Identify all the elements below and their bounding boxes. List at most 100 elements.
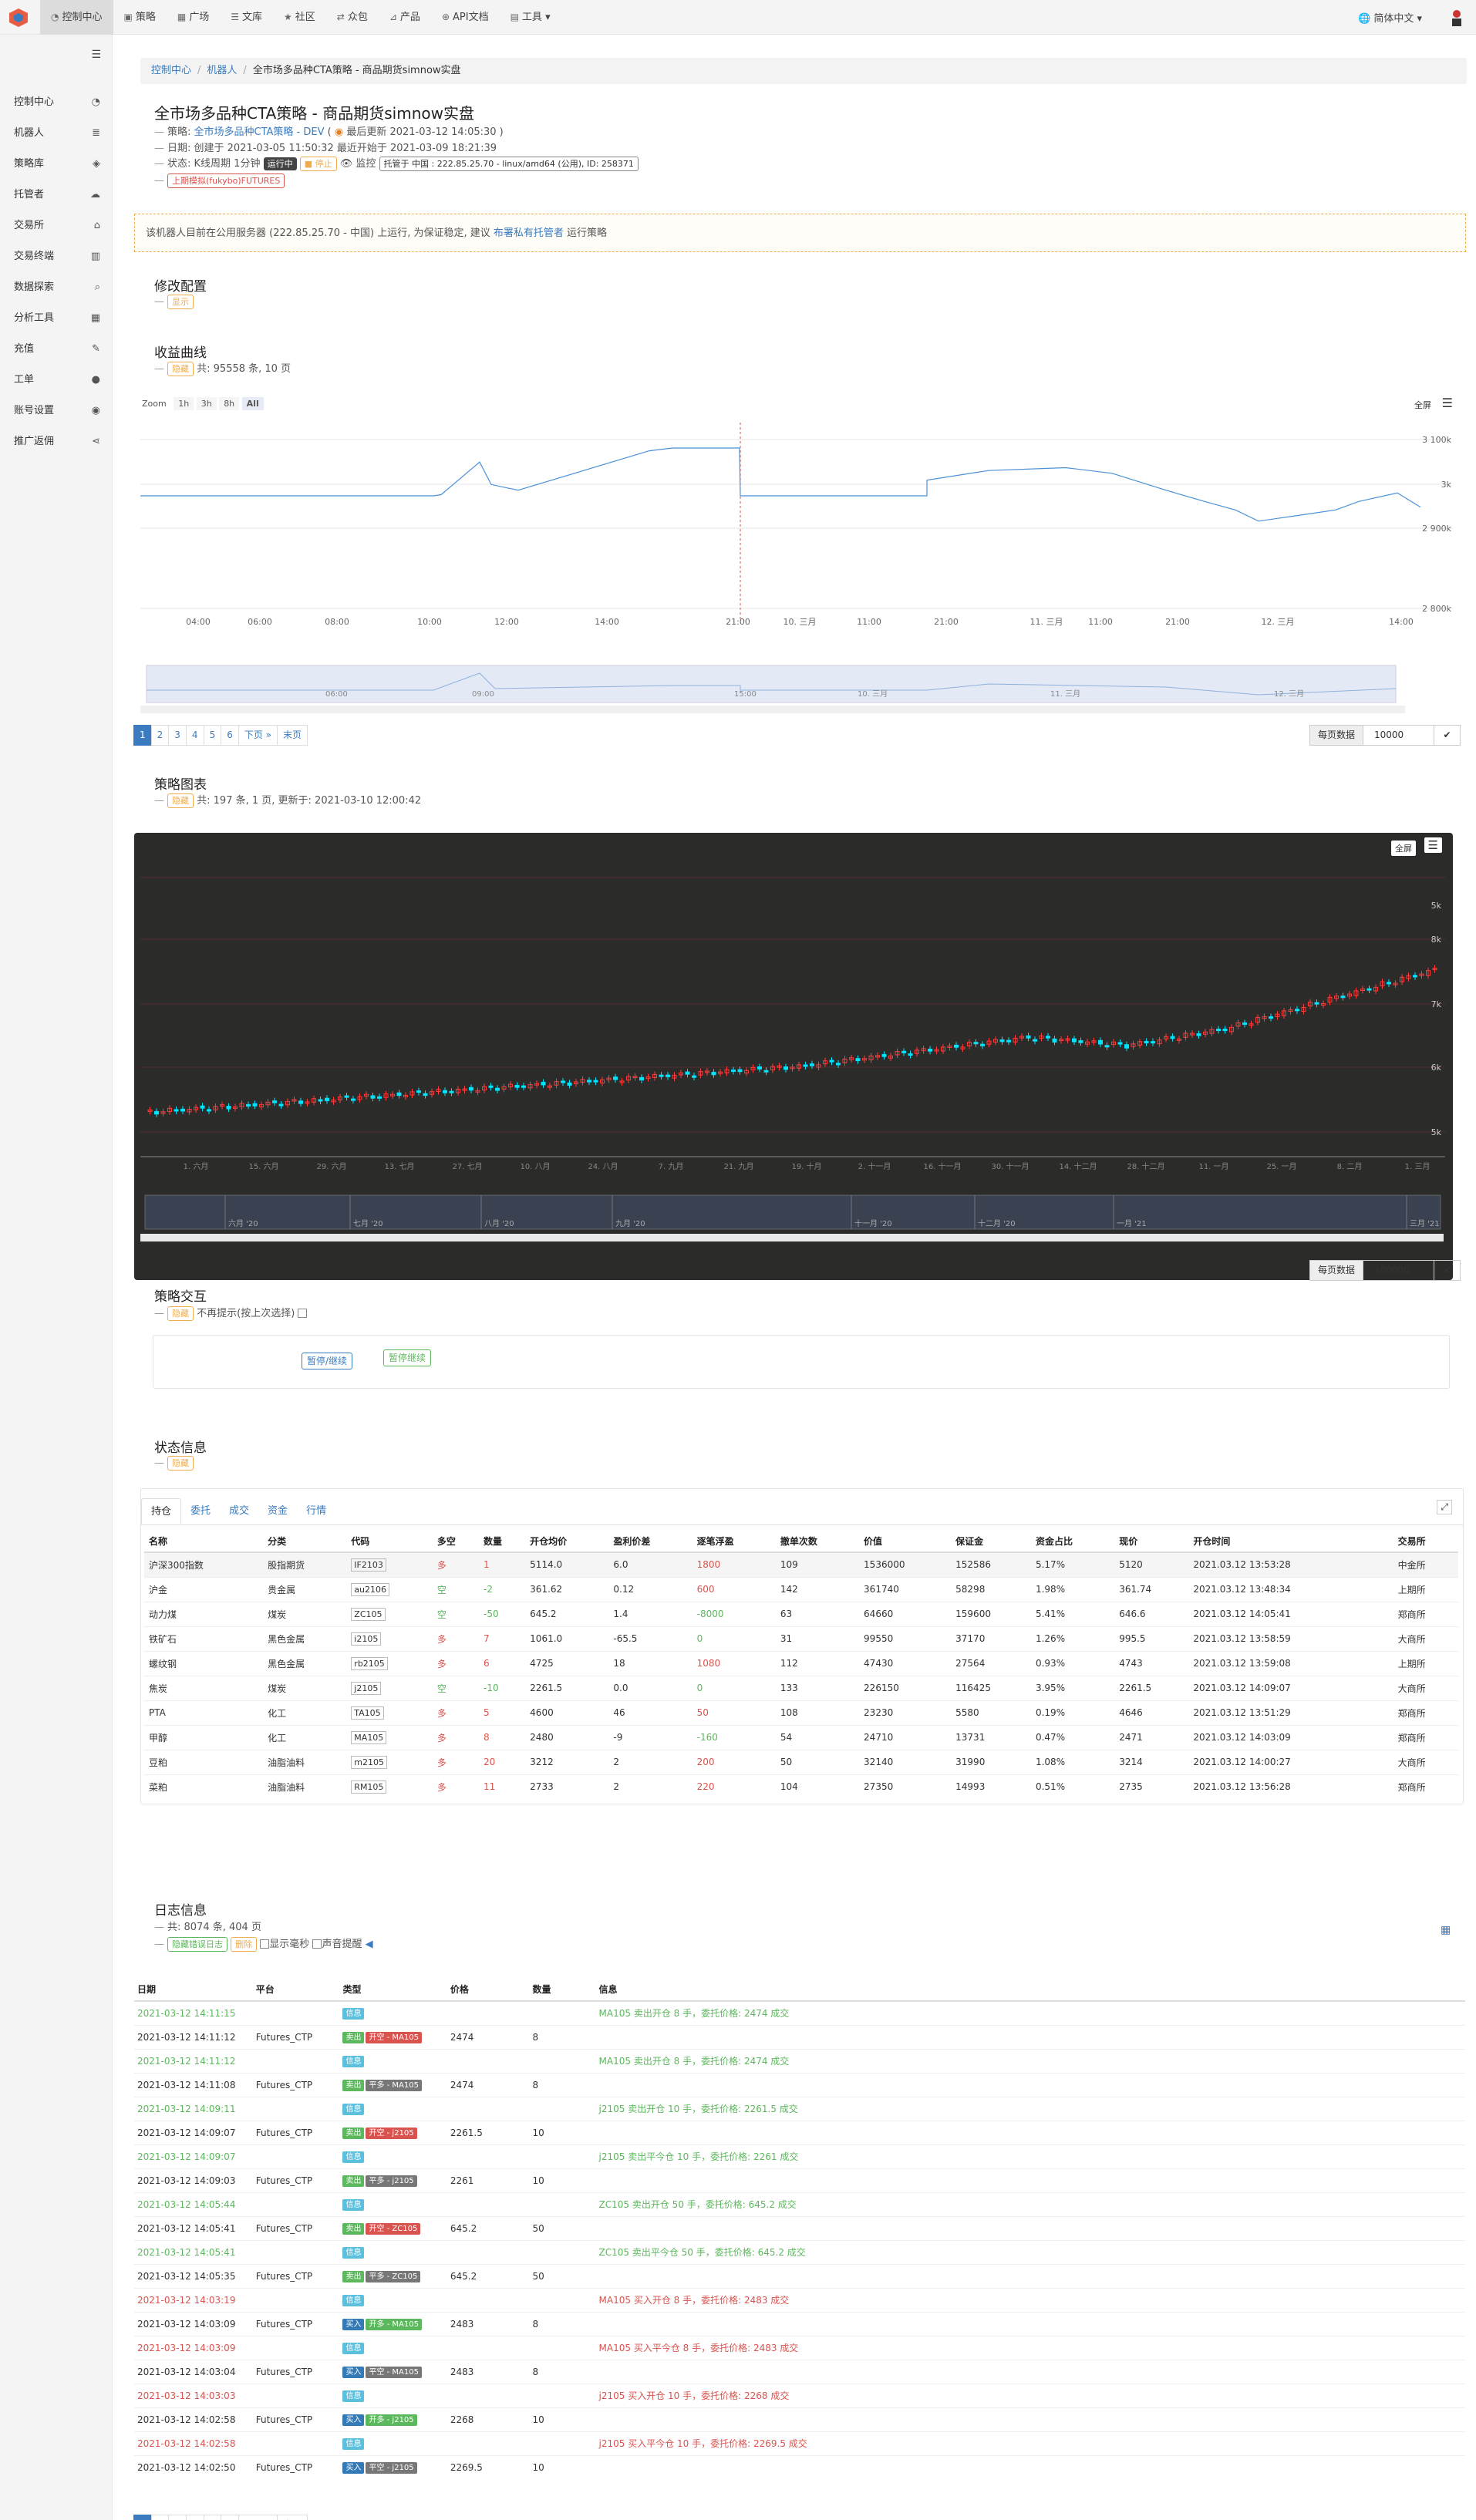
sidebar-item-10[interactable]: 账号设置 ◉ [0, 396, 113, 426]
sidebar-item-5[interactable]: 交易终端 ▥ [0, 241, 113, 272]
tab-3[interactable]: 资金 [268, 1505, 288, 1517]
per-page-confirm-icon[interactable]: ✔ [1434, 1260, 1461, 1281]
delete-log-button[interactable]: 删除 [231, 1937, 258, 1952]
column-header[interactable]: 名称 [144, 1531, 264, 1553]
breadcrumb-home[interactable]: 控制中心 [151, 65, 192, 76]
nav-item-7[interactable]: ⊕ API文档 [431, 0, 500, 35]
logo-icon[interactable] [8, 8, 29, 28]
column-header[interactable]: 价值 [859, 1531, 952, 1553]
page-link-5[interactable]: 6 [221, 725, 239, 746]
per-page-input[interactable]: 100000 [1363, 1260, 1435, 1281]
hide-error-log-button[interactable]: 隐藏错误日志 [167, 1937, 227, 1952]
navigator-window[interactable] [146, 665, 1397, 703]
strategy-link[interactable]: 全市场多品种CTA策略 - DEV [194, 126, 325, 138]
sidebar-item-6[interactable]: 数据探索 ⌕ [0, 272, 113, 303]
page-link-1[interactable]: 2 [150, 2515, 170, 2520]
zoom-all[interactable]: All [241, 397, 264, 410]
breadcrumb-robots[interactable]: 机器人 [207, 65, 238, 76]
profit-fullscreen-button[interactable]: 全屏 [1414, 400, 1431, 410]
sidebar-item-0[interactable]: 控制中心 ◔ [0, 87, 113, 118]
column-header[interactable]: 逐笔浮盈 [692, 1531, 776, 1553]
nav-item-1[interactable]: ▣ 策略 [113, 0, 167, 35]
page-link-0[interactable]: 1 [133, 2515, 152, 2520]
column-header[interactable]: 代码 [346, 1531, 433, 1553]
pause-continue-button[interactable]: 暂停/继续 [302, 1353, 353, 1369]
nav-item-8[interactable]: ▤ 工具 ▾ [500, 0, 561, 35]
tab-2[interactable]: 成交 [229, 1505, 250, 1517]
nav-item-6[interactable]: ⊿ 产品 [379, 0, 431, 35]
expand-icon[interactable]: ⤢ [1437, 1500, 1452, 1514]
sidebar-item-4[interactable]: 交易所 ⌂ [0, 211, 113, 241]
nav-item-5[interactable]: ⇄ 众包 [326, 0, 379, 35]
column-header[interactable]: 撤单次数 [775, 1531, 860, 1553]
column-header[interactable]: 保证金 [951, 1531, 1031, 1553]
profit-menu-icon[interactable]: ☰ [1441, 396, 1453, 410]
sidebar-item-2[interactable]: 策略库 ◈ [0, 149, 113, 180]
config-show-button[interactable]: 显示 [167, 295, 194, 309]
strategy-chart-hide-button[interactable]: 隐藏 [167, 793, 194, 808]
navigator-window[interactable] [144, 1194, 1441, 1230]
sidebar-item-9[interactable]: 工单 ● [0, 365, 113, 396]
column-header[interactable]: 数量 [479, 1531, 526, 1553]
nav-item-4[interactable]: ★ 社区 [273, 0, 326, 35]
page-link-1[interactable]: 2 [150, 725, 170, 746]
page-link-7[interactable]: 末页 [277, 725, 308, 746]
profit-hide-button[interactable]: 隐藏 [167, 362, 194, 376]
column-header[interactable]: 分类 [263, 1531, 347, 1553]
deploy-docker-link[interactable]: 布署私有托管者 [493, 227, 564, 239]
per-page-input[interactable]: 10000 [1363, 725, 1435, 746]
avatar[interactable] [1448, 8, 1465, 27]
exchange-badge[interactable]: 上期模拟(fukybo)FUTURES [167, 174, 285, 188]
scrollbar[interactable] [140, 706, 1405, 713]
page-link-4[interactable]: 5 [203, 725, 222, 746]
speaker-icon[interactable]: ◀ [365, 1939, 373, 1950]
sidebar-item-11[interactable]: 推广返佣 ⋖ [0, 426, 113, 457]
page-link-6[interactable]: 下页 » [238, 725, 278, 746]
sidebar-item-3[interactable]: 托管者 ☁ [0, 180, 113, 211]
column-header[interactable]: 开仓时间 [1188, 1531, 1393, 1553]
sidebar-item-7[interactable]: 分析工具 ▦ [0, 303, 113, 334]
column-header[interactable]: 现价 [1114, 1531, 1189, 1553]
page-link-7[interactable]: 末页 [277, 2515, 308, 2520]
nav-item-0[interactable]: ◔ 控制中心 [40, 0, 113, 35]
show-ms-checkbox[interactable] [260, 1939, 270, 1949]
sidebar-item-1[interactable]: 机器人 ≣ [0, 118, 113, 149]
sidebar-item-8[interactable]: 充值 ✎ [0, 334, 113, 365]
strategy-fullscreen-button[interactable]: 全屏 [1391, 841, 1416, 856]
monitor-toggle[interactable]: 👁 监控 [339, 158, 376, 170]
column-header[interactable]: 资金占比 [1030, 1531, 1115, 1553]
sound-checkbox[interactable] [312, 1939, 322, 1949]
interact-hide-button[interactable]: 隐藏 [167, 1306, 194, 1321]
column-header[interactable]: 开仓均价 [525, 1531, 609, 1553]
strategy-menu-icon[interactable]: ☰ [1424, 837, 1442, 853]
scrollbar[interactable] [140, 1234, 1444, 1241]
menu-toggle-icon[interactable]: ☰ [91, 49, 101, 61]
page-link-6[interactable]: 下页 » [238, 2515, 278, 2520]
page-link-2[interactable]: 3 [168, 725, 187, 746]
page-link-4[interactable]: 5 [203, 2515, 222, 2520]
nav-item-3[interactable]: ☰ 文库 [220, 0, 273, 35]
page-link-3[interactable]: 4 [185, 725, 204, 746]
per-page-confirm-icon[interactable]: ✔ [1434, 725, 1461, 746]
column-header[interactable]: 盈利价差 [608, 1531, 693, 1553]
column-header[interactable]: 多空 [432, 1531, 480, 1553]
zoom-3h[interactable]: 3h [196, 397, 217, 410]
tab-0[interactable]: 持仓 [141, 1498, 182, 1524]
page-link-0[interactable]: 1 [133, 725, 152, 746]
zoom-8h[interactable]: 8h [219, 397, 240, 410]
language-selector[interactable]: 🌐 简体中文 ▾ [1357, 13, 1422, 25]
no-prompt-checkbox[interactable] [298, 1309, 308, 1318]
page-link-5[interactable]: 6 [221, 2515, 239, 2520]
column-header[interactable]: 交易所 [1393, 1531, 1458, 1553]
calendar-icon[interactable]: ▦ [1441, 1924, 1451, 1936]
tab-4[interactable]: 行情 [306, 1505, 327, 1517]
tab-1[interactable]: 委托 [190, 1505, 211, 1517]
host-badge[interactable]: 托管于 中国 : 222.85.25.70 - linux/amd64 (公用)… [379, 157, 639, 171]
page-link-3[interactable]: 4 [185, 2515, 204, 2520]
nav-item-2[interactable]: ▦ 广场 [167, 0, 220, 35]
stop-button[interactable]: ■ 停止 [299, 157, 337, 171]
status-hide-button[interactable]: 隐藏 [167, 1456, 194, 1471]
zoom-1h[interactable]: 1h [174, 397, 194, 410]
pause-continue-button-2[interactable]: 暂停继续 [383, 1349, 432, 1366]
page-link-2[interactable]: 3 [168, 2515, 187, 2520]
